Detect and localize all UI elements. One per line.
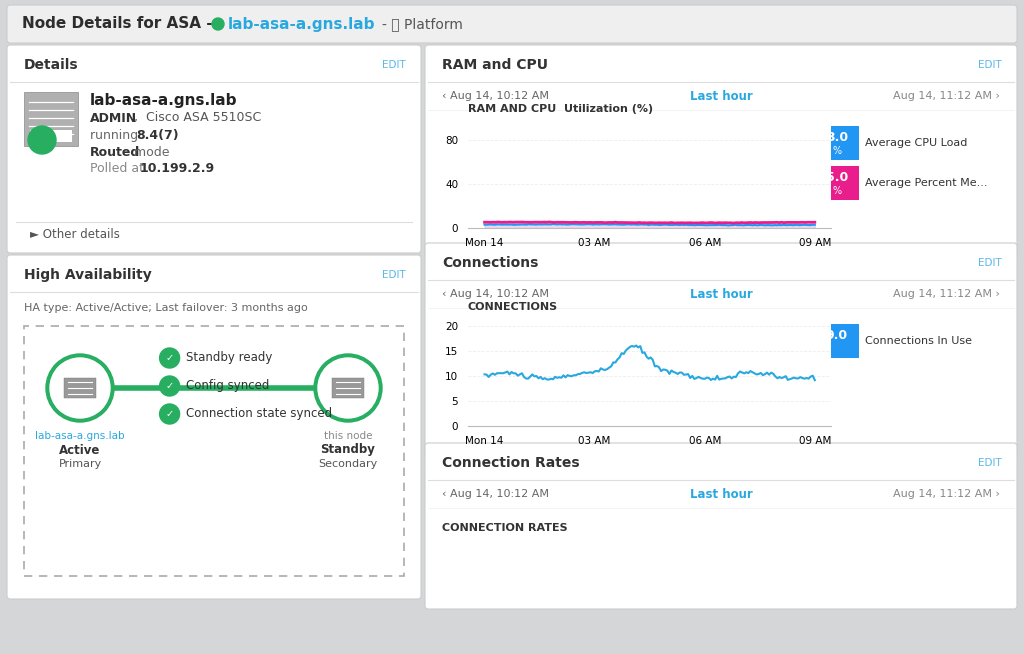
Text: Last hour: Last hour [689, 90, 753, 103]
Text: Routed: Routed [90, 145, 140, 158]
Text: ✓: ✓ [166, 409, 174, 419]
FancyBboxPatch shape [7, 45, 421, 253]
Text: mode: mode [130, 145, 170, 158]
Text: EDIT: EDIT [978, 60, 1002, 70]
Text: Node Details for ASA -: Node Details for ASA - [22, 16, 218, 31]
Text: Aug 14, 11:12 AM ›: Aug 14, 11:12 AM › [893, 489, 1000, 499]
Text: CONNECTIONS: CONNECTIONS [468, 302, 558, 313]
Text: High Availability: High Availability [24, 268, 152, 282]
Circle shape [314, 354, 382, 422]
Circle shape [28, 126, 56, 154]
Text: EDIT: EDIT [978, 458, 1002, 468]
Text: HA type: Active/Active; Last failover: 3 months ago: HA type: Active/Active; Last failover: 3… [24, 303, 308, 313]
Text: Connection state synced: Connection state synced [185, 407, 332, 421]
Text: Config synced: Config synced [185, 379, 269, 392]
Text: RAM AND CPU  Utilization (%): RAM AND CPU Utilization (%) [468, 105, 653, 114]
Text: Aug 14, 11:12 AM ›: Aug 14, 11:12 AM › [893, 289, 1000, 299]
Text: this node: this node [324, 431, 373, 441]
Text: 8.4(7): 8.4(7) [136, 128, 178, 141]
Text: Connections In Use: Connections In Use [864, 336, 972, 346]
Text: Primary: Primary [58, 459, 101, 469]
Text: ,  Cisco ASA 5510SC: , Cisco ASA 5510SC [134, 111, 261, 124]
Text: lab-asa-a.gns.lab: lab-asa-a.gns.lab [228, 16, 376, 31]
Text: Aug 14, 11:12 AM ›: Aug 14, 11:12 AM › [893, 91, 1000, 101]
Text: ✓: ✓ [166, 353, 174, 363]
Circle shape [160, 376, 179, 396]
Text: Active: Active [59, 443, 100, 456]
Circle shape [160, 348, 179, 368]
Circle shape [46, 354, 114, 422]
Circle shape [212, 18, 224, 30]
Text: Polled at: Polled at [90, 162, 148, 175]
Text: ‹ Aug 14, 10:12 AM: ‹ Aug 14, 10:12 AM [442, 489, 549, 499]
Text: ► Other details: ► Other details [30, 228, 120, 241]
Text: 3.0: 3.0 [825, 131, 848, 145]
FancyBboxPatch shape [815, 166, 859, 200]
Circle shape [318, 358, 378, 418]
Text: %: % [833, 146, 842, 156]
Text: CONNECTION RATES: CONNECTION RATES [442, 523, 567, 533]
Text: EDIT: EDIT [382, 60, 406, 70]
Text: ‹ Aug 14, 10:12 AM: ‹ Aug 14, 10:12 AM [442, 91, 549, 101]
Text: Last hour: Last hour [689, 288, 753, 300]
Text: ADMIN: ADMIN [90, 111, 137, 124]
Text: Standby: Standby [321, 443, 376, 456]
Text: Connections: Connections [442, 256, 539, 270]
FancyBboxPatch shape [63, 378, 96, 398]
Text: ‹ Aug 14, 10:12 AM: ‹ Aug 14, 10:12 AM [442, 289, 549, 299]
Text: lab-asa-a.gns.lab: lab-asa-a.gns.lab [35, 431, 125, 441]
Text: Average CPU Load: Average CPU Load [864, 138, 967, 148]
Circle shape [160, 404, 179, 424]
Text: EDIT: EDIT [382, 270, 406, 280]
Text: Average Percent Me...: Average Percent Me... [864, 178, 987, 188]
Text: 5.0: 5.0 [825, 171, 848, 184]
Text: 10.199.2.9: 10.199.2.9 [140, 162, 215, 175]
Circle shape [50, 358, 110, 418]
Text: Standby ready: Standby ready [185, 351, 272, 364]
Text: Last hour: Last hour [689, 487, 753, 500]
FancyBboxPatch shape [7, 255, 421, 599]
Text: - 📷 Platform: - 📷 Platform [382, 17, 463, 31]
FancyBboxPatch shape [7, 5, 1017, 43]
Text: Secondary: Secondary [318, 459, 378, 469]
FancyBboxPatch shape [815, 126, 859, 160]
Text: running: running [90, 128, 142, 141]
FancyBboxPatch shape [425, 45, 1017, 261]
Bar [30, 130, 72, 142]
Text: EDIT: EDIT [978, 258, 1002, 268]
FancyBboxPatch shape [332, 378, 364, 398]
Text: Details: Details [24, 58, 79, 72]
Text: ✓: ✓ [166, 381, 174, 391]
Text: 9.0: 9.0 [825, 330, 848, 343]
FancyBboxPatch shape [24, 92, 78, 146]
Text: RAM and CPU: RAM and CPU [442, 58, 548, 72]
FancyBboxPatch shape [425, 443, 1017, 609]
Text: lab-asa-a.gns.lab: lab-asa-a.gns.lab [90, 92, 238, 107]
FancyBboxPatch shape [815, 324, 859, 358]
Text: %: % [833, 186, 842, 196]
Text: Connection Rates: Connection Rates [442, 456, 580, 470]
FancyBboxPatch shape [425, 243, 1017, 459]
